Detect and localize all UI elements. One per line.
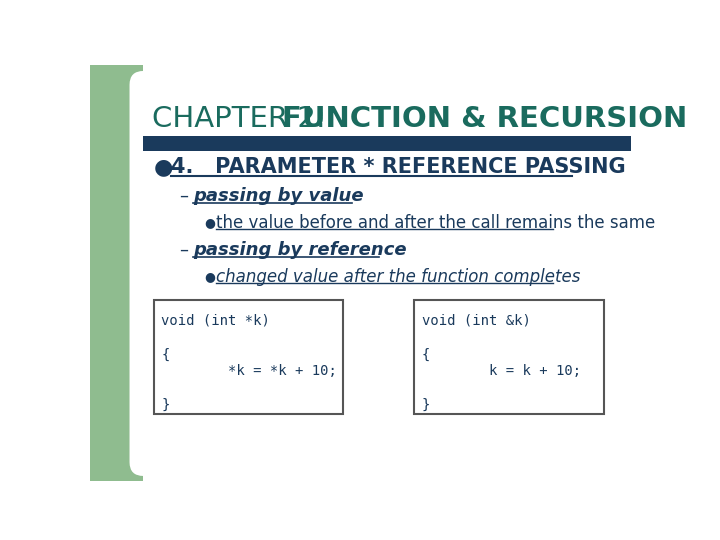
Text: passing by value: passing by value <box>193 187 364 205</box>
Text: CHAPTER 2:: CHAPTER 2: <box>152 105 335 133</box>
Text: void (int *k): void (int *k) <box>161 314 270 327</box>
Text: FUNCTION & RECURSION: FUNCTION & RECURSION <box>282 105 688 133</box>
Text: –: – <box>179 187 188 205</box>
Text: {: { <box>161 347 170 361</box>
Bar <box>153 300 343 414</box>
Text: *k = *k + 10;: *k = *k + 10; <box>161 364 337 379</box>
Text: }: } <box>161 398 170 412</box>
Bar <box>143 136 631 151</box>
Text: {: { <box>422 347 430 361</box>
Text: 4.   PARAMETER * REFERENCE PASSING: 4. PARAMETER * REFERENCE PASSING <box>171 157 625 177</box>
Text: ●: ● <box>204 216 215 229</box>
Text: –: – <box>179 241 188 259</box>
Text: ●: ● <box>153 157 173 177</box>
FancyBboxPatch shape <box>130 71 649 476</box>
Bar <box>90 65 143 481</box>
Text: void (int &k): void (int &k) <box>422 314 531 327</box>
Text: changed value after the function completes: changed value after the function complet… <box>216 267 581 286</box>
Text: k = k + 10;: k = k + 10; <box>422 364 581 379</box>
Text: the value before and after the call remains the same: the value before and after the call rema… <box>216 214 656 232</box>
Bar <box>414 300 604 414</box>
Text: }: } <box>422 398 430 412</box>
Text: ●: ● <box>204 270 215 283</box>
Text: passing by reference: passing by reference <box>193 241 407 259</box>
